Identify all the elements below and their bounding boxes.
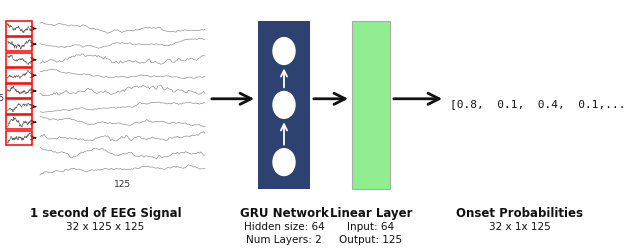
Bar bbox=[6, 21, 32, 36]
Ellipse shape bbox=[273, 38, 295, 64]
Bar bbox=[6, 100, 32, 114]
Text: 32 x 125 x 125: 32 x 125 x 125 bbox=[66, 222, 145, 232]
Text: [0.8,  0.1,  0.4,  0.1,...]: [0.8, 0.1, 0.4, 0.1,...] bbox=[450, 99, 624, 109]
Text: Onset Probabilities: Onset Probabilities bbox=[457, 207, 583, 220]
Text: 125: 125 bbox=[114, 180, 131, 190]
Text: GRU Network: GRU Network bbox=[240, 207, 328, 220]
Text: Input: 64: Input: 64 bbox=[348, 222, 394, 232]
Bar bbox=[6, 115, 32, 130]
Text: 32 x 1x 125: 32 x 1x 125 bbox=[489, 222, 551, 232]
Text: Hidden size: 64: Hidden size: 64 bbox=[243, 222, 324, 232]
Ellipse shape bbox=[273, 149, 295, 176]
Text: 125: 125 bbox=[0, 94, 5, 103]
Bar bbox=[352, 21, 390, 189]
Text: Linear Layer: Linear Layer bbox=[329, 207, 412, 220]
Bar bbox=[258, 21, 310, 189]
Text: 1 second of EEG Signal: 1 second of EEG Signal bbox=[30, 207, 182, 220]
Bar bbox=[6, 68, 32, 82]
Bar bbox=[6, 84, 32, 98]
Bar bbox=[6, 52, 32, 67]
Text: Num Layers: 2: Num Layers: 2 bbox=[246, 235, 322, 245]
Bar bbox=[6, 37, 32, 51]
Ellipse shape bbox=[273, 92, 295, 118]
Text: Output: 125: Output: 125 bbox=[339, 235, 402, 245]
Bar bbox=[6, 130, 32, 145]
